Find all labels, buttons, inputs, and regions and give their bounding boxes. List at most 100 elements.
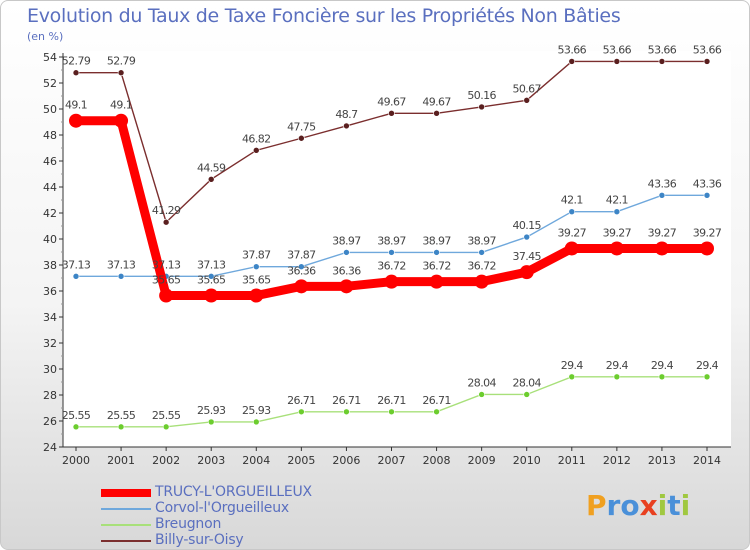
data-label-3: 50.67 xyxy=(512,82,541,95)
y-tick-label: 28 xyxy=(43,389,57,402)
data-label-3: 52.79 xyxy=(107,55,136,68)
x-tick-label: 2001 xyxy=(107,454,135,467)
legend-item-billy[interactable]: Billy-sur-Oisy xyxy=(101,532,361,549)
series-point-0 xyxy=(204,288,219,303)
data-label-1: 38.97 xyxy=(377,234,406,247)
data-label-3: 49.67 xyxy=(422,95,451,108)
logo-letter: r xyxy=(606,489,621,522)
legend-label-corvol: Corvol-l'Orgueilleux xyxy=(155,500,289,516)
data-label-2: 25.55 xyxy=(62,409,91,422)
series-point-2 xyxy=(523,391,531,398)
series-point-2 xyxy=(207,418,215,426)
chart-title: Evolution du Taux de Taxe Foncière sur l… xyxy=(27,5,621,27)
data-label-0: 35.65 xyxy=(152,274,181,287)
data-label-3: 44.59 xyxy=(197,161,226,174)
data-label-3: 53.66 xyxy=(558,43,587,56)
legend-item-breugnon[interactable]: Breugnon xyxy=(101,516,361,533)
series-point-0 xyxy=(700,241,714,256)
series-point-3 xyxy=(162,218,170,226)
y-tick-label: 42 xyxy=(43,207,57,220)
data-label-2: 25.55 xyxy=(152,409,181,422)
data-label-0: 36.72 xyxy=(377,260,406,273)
data-label-2: 25.93 xyxy=(197,404,226,417)
data-label-1: 43.36 xyxy=(693,177,722,190)
series-point-1 xyxy=(343,249,350,256)
data-label-2: 25.93 xyxy=(242,404,271,417)
data-label-0: 37.45 xyxy=(512,250,541,263)
logo-letter: i xyxy=(680,489,691,522)
data-label-2: 26.71 xyxy=(287,394,316,407)
series-point-0 xyxy=(654,241,669,256)
data-label-0: 39.27 xyxy=(693,226,722,239)
data-label-2: 26.71 xyxy=(422,394,451,407)
data-label-3: 49.67 xyxy=(377,95,406,108)
series-point-3 xyxy=(252,147,260,154)
data-label-2: 29.4 xyxy=(606,359,629,372)
series-point-2 xyxy=(72,423,80,431)
y-tick-label: 46 xyxy=(43,155,57,168)
data-label-3: 52.79 xyxy=(62,55,91,68)
series-point-1 xyxy=(72,273,80,280)
data-label-2: 29.4 xyxy=(651,359,674,372)
logo-letter: x xyxy=(639,489,658,522)
series-point-0 xyxy=(609,241,624,256)
series-point-3 xyxy=(343,122,350,130)
series-point-3 xyxy=(388,109,395,117)
series-point-1 xyxy=(703,192,711,199)
data-label-1: 37.13 xyxy=(62,258,91,271)
x-tick-label: 2010 xyxy=(513,454,541,467)
series-point-1 xyxy=(523,233,531,241)
series-point-0 xyxy=(114,113,129,128)
data-label-1: 43.36 xyxy=(648,177,677,190)
series-point-2 xyxy=(433,408,440,416)
y-tick-label: 52 xyxy=(43,77,57,90)
data-label-0: 35.65 xyxy=(242,274,271,287)
y-tick-label: 40 xyxy=(43,233,57,246)
x-tick-label: 2013 xyxy=(648,454,676,467)
y-tick-label: 24 xyxy=(43,441,57,454)
data-label-1: 37.13 xyxy=(152,258,181,271)
series-point-2 xyxy=(658,373,666,381)
series-point-3 xyxy=(658,58,666,65)
legend-label-breugnon: Breugnon xyxy=(155,516,222,532)
data-label-2: 29.4 xyxy=(696,359,719,372)
series-point-3 xyxy=(207,176,215,183)
series-point-0 xyxy=(564,241,579,256)
data-label-0: 36.36 xyxy=(287,264,316,277)
series-point-3 xyxy=(478,103,485,111)
legend: TRUCY-L'ORGUEILLEUX Corvol-l'Orgueilleux… xyxy=(101,484,361,549)
data-label-3: 41.29 xyxy=(152,204,181,217)
data-label-3: 53.66 xyxy=(603,43,632,56)
series-point-1 xyxy=(252,263,260,270)
series-point-1 xyxy=(388,249,395,256)
data-label-0: 39.27 xyxy=(603,226,632,239)
series-point-0 xyxy=(294,279,309,294)
series-point-2 xyxy=(298,408,305,416)
y-tick-label: 36 xyxy=(43,285,57,298)
data-label-3: 50.16 xyxy=(467,89,496,102)
data-label-2: 25.55 xyxy=(107,409,136,422)
series-point-3 xyxy=(703,58,711,65)
data-label-0: 36.72 xyxy=(467,260,496,273)
x-tick-label: 2014 xyxy=(693,454,721,467)
series-point-2 xyxy=(613,373,621,381)
logo-letter: t xyxy=(667,489,681,522)
series-point-3 xyxy=(298,134,305,142)
series-point-3 xyxy=(117,69,125,77)
series-point-2 xyxy=(703,373,711,381)
data-label-1: 37.13 xyxy=(197,258,226,271)
legend-item-trucy[interactable]: TRUCY-L'ORGUEILLEUX xyxy=(101,484,361,501)
logo-letter: i xyxy=(657,489,668,522)
series-point-2 xyxy=(117,423,125,431)
y-tick-label: 54 xyxy=(43,51,57,64)
series-point-1 xyxy=(478,249,485,256)
data-label-0: 39.27 xyxy=(558,226,587,239)
series-point-0 xyxy=(159,288,174,303)
chart-subtitle: (en %) xyxy=(27,30,64,43)
x-tick-label: 2009 xyxy=(468,454,496,467)
legend-item-corvol[interactable]: Corvol-l'Orgueilleux xyxy=(101,500,361,517)
series-point-2 xyxy=(162,423,170,431)
series-point-1 xyxy=(117,273,125,280)
series-point-0 xyxy=(384,274,399,289)
